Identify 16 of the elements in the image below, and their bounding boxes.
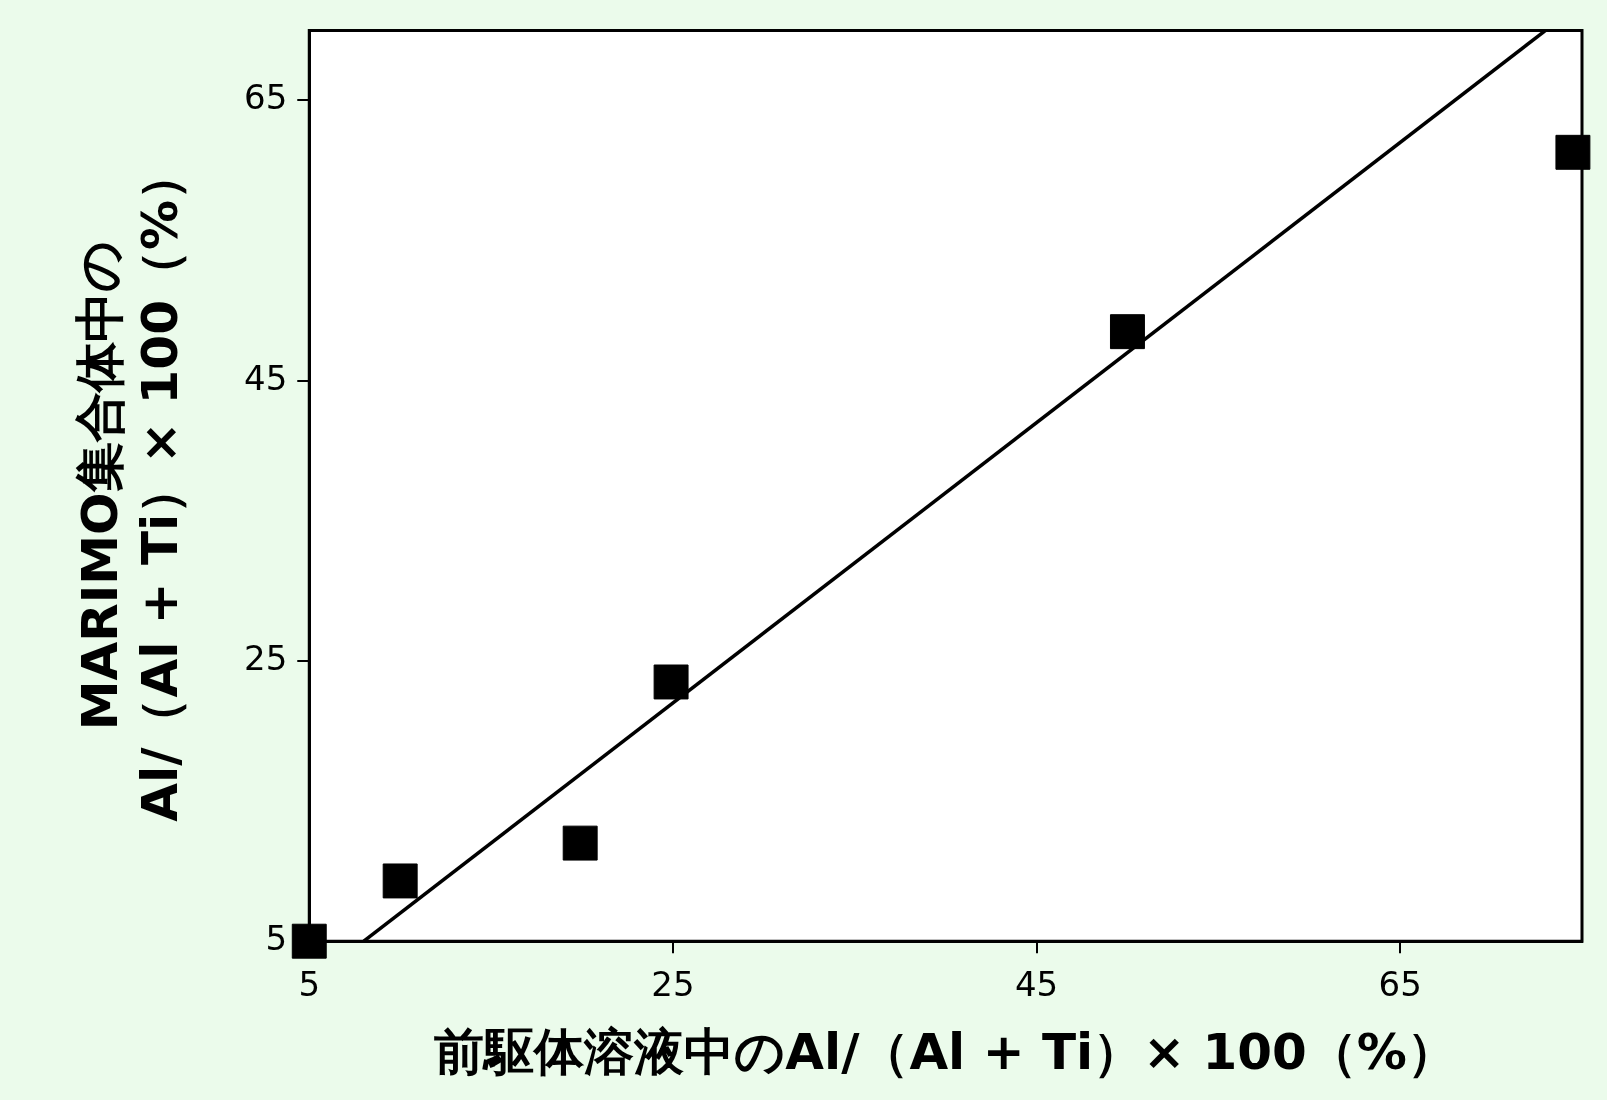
point (1555, 134, 1591, 170)
point (562, 825, 598, 861)
x-tick-label: 25 (651, 964, 695, 1005)
y-tick-label: 65 (244, 77, 288, 118)
point (1109, 314, 1145, 350)
point (291, 923, 327, 959)
y-tick-label: 5 (265, 918, 288, 959)
point (382, 863, 418, 899)
x-axis-title: 前駆体溶液中のAl/（Al + Ti）× 100（%） (434, 1022, 1457, 1081)
point (653, 664, 689, 700)
x-tick-label: 65 (1378, 964, 1422, 1005)
x-tick-label: 45 (1014, 964, 1059, 1005)
y-tick-label: 45 (244, 357, 288, 398)
x-tick-label: 5 (298, 964, 321, 1005)
y-tick-label: 25 (244, 637, 288, 678)
y-axis-title: MARIMO集合体中の Al/（Al + Ti）× 100（%） (70, 149, 189, 822)
